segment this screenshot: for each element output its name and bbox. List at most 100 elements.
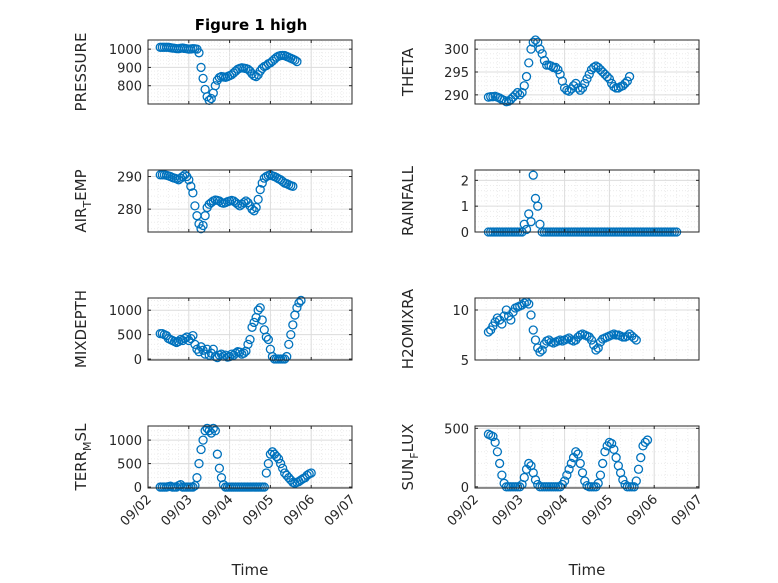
data-point (526, 217, 536, 227)
data-point (280, 354, 290, 364)
subplot-5: 0 500 1000 MIXDEPTH (72, 290, 353, 368)
data-point (631, 476, 641, 486)
data-point (253, 305, 263, 315)
data-point (528, 170, 538, 180)
data-point (200, 349, 210, 359)
data-point (512, 87, 523, 98)
data-point (591, 345, 601, 355)
data-point (192, 473, 202, 483)
data-point (642, 435, 653, 445)
data-point (613, 83, 624, 93)
data-point (530, 475, 541, 485)
data-point (196, 62, 206, 73)
data-point (580, 78, 590, 89)
data-point (515, 90, 525, 100)
data-point (622, 76, 632, 86)
data-point (497, 470, 507, 480)
data-point (528, 37, 538, 47)
data-point (190, 339, 200, 350)
data-point (575, 85, 585, 95)
data-point (292, 303, 302, 313)
axes-box (474, 425, 700, 489)
y-axis-label: H2OMIXRA (399, 288, 417, 369)
data-point (212, 449, 223, 459)
data-point (499, 311, 509, 321)
axes-box (147, 297, 353, 361)
data-point (206, 93, 216, 104)
data-point (198, 435, 208, 445)
data-point (233, 199, 243, 209)
data-point (184, 175, 194, 185)
y-axis-label: PRESSURE (72, 33, 90, 112)
y-tick-label: 500 (117, 329, 142, 344)
axes-box (147, 425, 353, 489)
data-point (526, 310, 536, 320)
subplot-4: 0 1 2 RAINFALL (399, 165, 700, 241)
y-axis-label: TERRMSL (72, 423, 94, 492)
y-tick-label: 900 (117, 61, 142, 76)
y-tick-label: 500 (117, 458, 142, 473)
data-point (606, 438, 617, 449)
y-tick-label: 1000 (109, 304, 142, 319)
data-point (584, 332, 594, 342)
data-point (573, 83, 583, 93)
axes-box (147, 169, 353, 233)
data-point (622, 331, 632, 341)
data-point (631, 335, 641, 345)
y-axis-label: AIRTEMP (72, 169, 94, 232)
subplot-3: 280 290 AIRTEMP (72, 169, 353, 234)
data-point (249, 317, 259, 328)
data-point (190, 201, 200, 211)
data-point (584, 69, 594, 79)
data-point (564, 464, 574, 474)
y-tick-label: 10 (452, 304, 469, 319)
data-point (194, 458, 204, 469)
data-point (261, 332, 271, 342)
subplot-2: 290 295 300 THETA (399, 35, 700, 107)
x-axis-label: Time (231, 561, 269, 579)
data-point (604, 74, 615, 84)
data-point (247, 322, 257, 332)
data-point (194, 347, 204, 357)
y-tick-label: 2 (461, 174, 469, 189)
y-tick-label: 1 (461, 200, 469, 215)
data-point (214, 463, 225, 473)
y-axis-label: SUNFLUX (399, 424, 421, 491)
data-point (515, 482, 525, 492)
data-point (629, 482, 639, 492)
data-point (575, 458, 585, 469)
data-point (208, 423, 218, 433)
data-point (537, 345, 547, 355)
data-point (257, 178, 267, 188)
data-point (198, 220, 208, 231)
data-point (535, 44, 545, 54)
data-point (241, 346, 251, 356)
data-point (609, 444, 619, 455)
data-point (609, 81, 619, 92)
y-tick-label: 5 (461, 354, 469, 369)
y-tick-label: 0 (134, 481, 142, 496)
data-point (282, 351, 292, 362)
y-tick-label: 300 (444, 43, 469, 58)
y-tick-label: 1000 (109, 43, 142, 58)
data-point (566, 458, 576, 469)
data-point (593, 478, 603, 488)
y-tick-label: 280 (117, 203, 142, 218)
data-point (284, 339, 294, 350)
data-point (253, 194, 263, 205)
data-point (611, 452, 621, 463)
x-axis-label: Time (568, 561, 606, 579)
axes-box (474, 169, 700, 233)
subplot-1: 800 900 1000 PRESSURE (72, 33, 353, 112)
data-point (562, 470, 572, 480)
data-point (586, 335, 597, 345)
data-point (519, 472, 529, 483)
data-point (535, 347, 545, 357)
data-point (568, 81, 579, 91)
data-point (275, 458, 286, 469)
data-point (263, 458, 274, 469)
data-point (577, 83, 588, 93)
data-point (288, 181, 298, 191)
y-tick-label: 290 (444, 89, 469, 104)
